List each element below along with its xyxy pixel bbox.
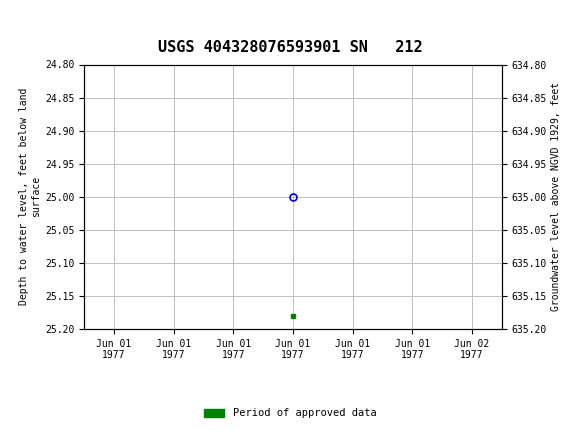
Text: USGS: USGS [44,15,80,30]
Y-axis label: Depth to water level, feet below land
surface: Depth to water level, feet below land su… [19,88,41,305]
Legend: Period of approved data: Period of approved data [200,404,380,423]
Y-axis label: Groundwater level above NGVD 1929, feet: Groundwater level above NGVD 1929, feet [551,82,561,311]
Text: USGS 404328076593901 SN   212: USGS 404328076593901 SN 212 [158,40,422,55]
